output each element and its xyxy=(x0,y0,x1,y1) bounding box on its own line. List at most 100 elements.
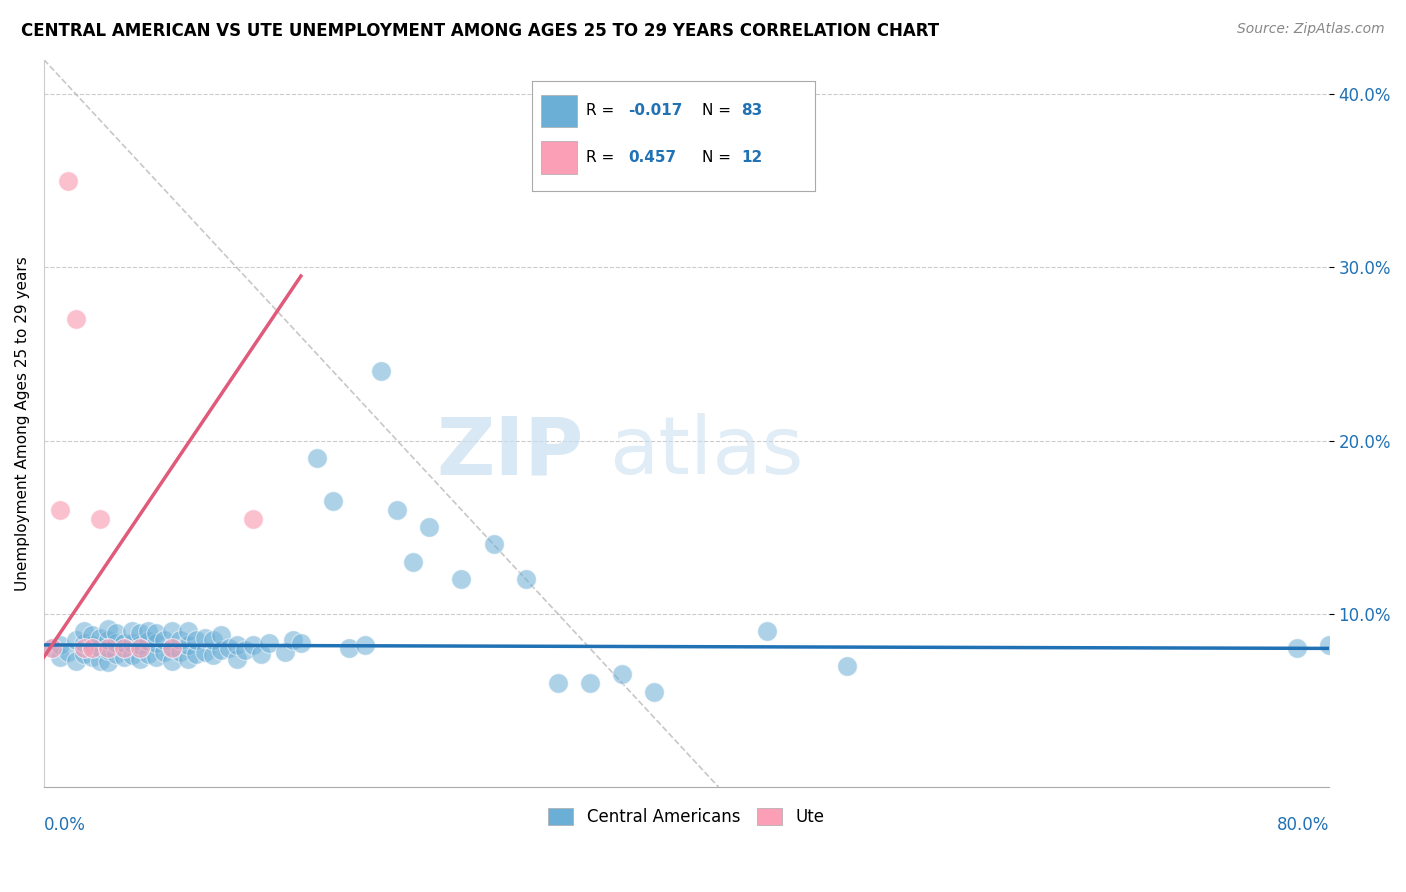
Central Americans xyxy=(482,537,505,551)
Central Americans xyxy=(162,653,184,667)
Central Americans xyxy=(129,638,152,652)
Central Americans xyxy=(547,676,569,690)
Central Americans xyxy=(643,684,665,698)
Central Americans xyxy=(112,650,135,665)
Central Americans xyxy=(89,631,111,645)
Central Americans xyxy=(450,572,472,586)
Central Americans xyxy=(162,640,184,654)
Central Americans xyxy=(112,636,135,650)
Central Americans xyxy=(145,636,167,650)
Ute xyxy=(49,503,72,517)
Central Americans xyxy=(65,632,87,647)
Central Americans xyxy=(249,647,271,661)
Ute xyxy=(112,641,135,656)
Central Americans xyxy=(129,652,152,666)
Ute xyxy=(41,641,63,656)
Text: 80.0%: 80.0% xyxy=(1277,816,1329,834)
Central Americans xyxy=(322,494,344,508)
Central Americans xyxy=(65,653,87,667)
Central Americans xyxy=(121,624,143,638)
Central Americans xyxy=(274,645,297,659)
Ute xyxy=(65,312,87,326)
Central Americans xyxy=(209,627,232,641)
Central Americans xyxy=(89,653,111,667)
Central Americans xyxy=(193,645,215,659)
Central Americans xyxy=(218,641,240,656)
Central Americans xyxy=(136,647,159,661)
Central Americans xyxy=(177,624,200,638)
Central Americans xyxy=(80,650,103,665)
Central Americans xyxy=(370,364,392,378)
Ute xyxy=(129,641,152,656)
Central Americans xyxy=(225,652,247,666)
Central Americans xyxy=(201,632,224,647)
Central Americans xyxy=(80,638,103,652)
Central Americans xyxy=(305,450,328,465)
Central Americans xyxy=(1285,641,1308,656)
Central Americans xyxy=(169,645,191,659)
Text: Source: ZipAtlas.com: Source: ZipAtlas.com xyxy=(1237,22,1385,37)
Central Americans xyxy=(515,572,537,586)
Central Americans xyxy=(402,555,425,569)
Central Americans xyxy=(145,625,167,640)
Central Americans xyxy=(41,641,63,656)
Central Americans xyxy=(186,647,208,661)
Text: atlas: atlas xyxy=(609,413,804,491)
Central Americans xyxy=(242,638,264,652)
Central Americans xyxy=(1317,638,1340,652)
Central Americans xyxy=(209,643,232,657)
Central Americans xyxy=(193,631,215,645)
Central Americans xyxy=(49,650,72,665)
Central Americans xyxy=(73,647,96,661)
Central Americans xyxy=(162,624,184,638)
Central Americans xyxy=(201,648,224,663)
Central Americans xyxy=(177,638,200,652)
Legend: Central Americans, Ute: Central Americans, Ute xyxy=(541,802,831,833)
Central Americans xyxy=(387,503,409,517)
Central Americans xyxy=(49,638,72,652)
Central Americans xyxy=(257,636,280,650)
Ute xyxy=(162,641,184,656)
Central Americans xyxy=(73,636,96,650)
Text: 0.0%: 0.0% xyxy=(44,816,86,834)
Central Americans xyxy=(136,634,159,648)
Ute xyxy=(89,511,111,525)
Central Americans xyxy=(73,624,96,638)
Central Americans xyxy=(418,520,440,534)
Central Americans xyxy=(105,647,128,661)
Central Americans xyxy=(80,627,103,641)
Central Americans xyxy=(97,632,120,647)
Central Americans xyxy=(105,625,128,640)
Central Americans xyxy=(579,676,602,690)
Central Americans xyxy=(337,641,360,656)
Central Americans xyxy=(281,632,304,647)
Text: CENTRAL AMERICAN VS UTE UNEMPLOYMENT AMONG AGES 25 TO 29 YEARS CORRELATION CHART: CENTRAL AMERICAN VS UTE UNEMPLOYMENT AMO… xyxy=(21,22,939,40)
Ute xyxy=(80,641,103,656)
Ute xyxy=(97,641,120,656)
Ute xyxy=(73,641,96,656)
Central Americans xyxy=(97,623,120,637)
Central Americans xyxy=(186,632,208,647)
Ute xyxy=(242,511,264,525)
Central Americans xyxy=(121,648,143,663)
Central Americans xyxy=(835,658,858,673)
Central Americans xyxy=(290,636,312,650)
Central Americans xyxy=(145,650,167,665)
Central Americans xyxy=(233,643,256,657)
Central Americans xyxy=(136,624,159,638)
Central Americans xyxy=(755,624,778,638)
Y-axis label: Unemployment Among Ages 25 to 29 years: Unemployment Among Ages 25 to 29 years xyxy=(15,256,30,591)
Central Americans xyxy=(56,645,79,659)
Central Americans xyxy=(121,636,143,650)
Central Americans xyxy=(129,625,152,640)
Central Americans xyxy=(153,645,176,659)
Central Americans xyxy=(153,632,176,647)
Text: ZIP: ZIP xyxy=(436,413,583,491)
Central Americans xyxy=(177,652,200,666)
Central Americans xyxy=(225,638,247,652)
Central Americans xyxy=(89,641,111,656)
Central Americans xyxy=(169,632,191,647)
Central Americans xyxy=(97,655,120,669)
Ute xyxy=(56,174,79,188)
Central Americans xyxy=(354,638,377,652)
